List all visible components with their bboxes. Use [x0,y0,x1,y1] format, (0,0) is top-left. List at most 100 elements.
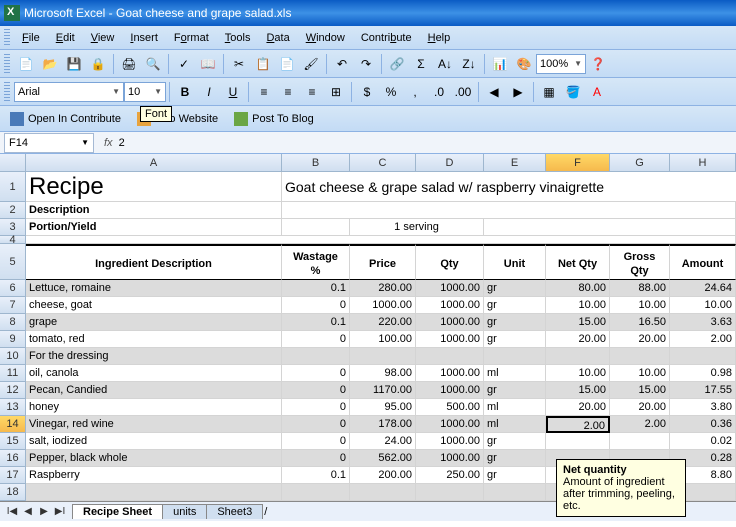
menu-format[interactable]: Format [166,30,217,46]
comma-button[interactable]: , [404,81,426,103]
col-header-b[interactable]: B [282,154,350,171]
cell-netqty[interactable]: 10.00 [546,297,610,314]
cell-ingredient[interactable]: salt, iodized [26,433,282,450]
cell-unit[interactable]: gr [484,467,546,484]
percent-button[interactable]: % [380,81,402,103]
menu-edit[interactable]: Edit [48,30,83,46]
cell-ingredient[interactable]: Pepper, black whole [26,450,282,467]
open-button[interactable]: 📂 [39,53,61,75]
cell-qty[interactable]: 1000.00 [416,433,484,450]
cell-grossqty[interactable]: 88.00 [610,280,670,297]
col-header-g[interactable]: G [610,154,670,171]
cell-amount[interactable]: 0.98 [670,365,736,382]
align-center-button[interactable]: ≡ [277,81,299,103]
cell-wastage[interactable]: 0 [282,416,350,433]
cell-qty[interactable]: 1000.00 [416,297,484,314]
permission-button[interactable]: 🔒 [87,53,109,75]
cell-ingredient[interactable]: Lettuce, romaine [26,280,282,297]
cell-unit[interactable]: gr [484,433,546,450]
cell-qty[interactable]: 1000.00 [416,382,484,399]
cell-unit[interactable]: gr [484,280,546,297]
portion-value[interactable]: 1 serving [350,219,484,236]
col-header-d[interactable]: D [416,154,484,171]
cell-grossqty[interactable] [610,433,670,450]
cell-price[interactable]: 95.00 [350,399,416,416]
header-wastage[interactable]: Wastage% [282,244,350,280]
cell-unit[interactable]: ml [484,399,546,416]
cell-wastage[interactable]: 0.1 [282,280,350,297]
cell-wastage[interactable]: 0 [282,297,350,314]
cell[interactable] [282,202,736,219]
menu-tools[interactable]: Tools [217,30,259,46]
spelling-button[interactable]: ✓ [173,53,195,75]
row-header[interactable]: 17 [0,467,26,484]
tab-first-icon[interactable]: I◀ [4,506,20,517]
autosum-button[interactable]: Σ [410,53,432,75]
menu-help[interactable]: Help [420,30,459,46]
row-header[interactable]: 7 [0,297,26,314]
row-header[interactable]: 9 [0,331,26,348]
italic-button[interactable]: I [198,81,220,103]
preview-button[interactable]: 🔍 [142,53,164,75]
recipe-name[interactable]: Goat cheese & grape salad w/ raspberry v… [282,172,736,202]
cell-qty[interactable] [416,484,484,501]
cell-wastage[interactable]: 0 [282,331,350,348]
menu-view[interactable]: View [83,30,123,46]
cell-ingredient[interactable]: grape [26,314,282,331]
cell-netqty[interactable]: 20.00 [546,331,610,348]
underline-button[interactable]: U [222,81,244,103]
row-header[interactable]: 2 [0,202,26,219]
cell-amount[interactable] [670,348,736,365]
cell-ingredient[interactable]: tomato, red [26,331,282,348]
row-header[interactable]: 1 [0,172,26,202]
font-combo[interactable]: Arial▼ [14,82,124,102]
increase-indent-button[interactable]: ▶ [507,81,529,103]
cell-wastage[interactable] [282,484,350,501]
increase-decimal-button[interactable]: .0 [428,81,450,103]
paste-button[interactable]: 📄 [276,53,298,75]
description-label[interactable]: Description [26,202,282,219]
row-header[interactable]: 6 [0,280,26,297]
cell-unit[interactable] [484,484,546,501]
cell-qty[interactable]: 1000.00 [416,280,484,297]
cell-ingredient[interactable] [26,484,282,501]
redo-button[interactable]: ↷ [355,53,377,75]
cell-qty[interactable]: 250.00 [416,467,484,484]
size-combo[interactable]: 10▼ [124,82,166,102]
cell-unit[interactable]: gr [484,382,546,399]
cell-wastage[interactable]: 0.1 [282,314,350,331]
cell-unit[interactable]: gr [484,314,546,331]
cell-netqty[interactable]: 20.00 [546,399,610,416]
cut-button[interactable]: ✂ [228,53,250,75]
cell-amount[interactable]: 17.55 [670,382,736,399]
cell-wastage[interactable]: 0 [282,433,350,450]
header-price[interactable]: Price [350,244,416,280]
cell-wastage[interactable]: 0.1 [282,467,350,484]
new-button[interactable]: 📄 [15,53,37,75]
row-header[interactable]: 4 [0,236,26,244]
borders-button[interactable]: ▦ [538,81,560,103]
row-header[interactable]: 11 [0,365,26,382]
undo-button[interactable]: ↶ [331,53,353,75]
row-header[interactable]: 5 [0,244,26,280]
cell-qty[interactable]: 1000.00 [416,314,484,331]
cell-wastage[interactable]: 0 [282,382,350,399]
row-header[interactable]: 8 [0,314,26,331]
sheet-tab-recipe[interactable]: Recipe Sheet [72,504,163,519]
cell-price[interactable]: 100.00 [350,331,416,348]
cell-netqty[interactable] [546,348,610,365]
cell-netqty[interactable]: 80.00 [546,280,610,297]
cell-qty[interactable]: 1000.00 [416,365,484,382]
cell-qty[interactable] [416,348,484,365]
cell-wastage[interactable]: 0 [282,450,350,467]
cell-netqty[interactable]: 15.00 [546,314,610,331]
cell-ingredient[interactable]: honey [26,399,282,416]
chart-button[interactable]: 📊 [489,53,511,75]
cell-unit[interactable]: gr [484,450,546,467]
cell-amount[interactable]: 3.63 [670,314,736,331]
header-ingredient[interactable]: Ingredient Description [26,244,282,280]
row-header[interactable]: 13 [0,399,26,416]
cell-amount[interactable]: 10.00 [670,297,736,314]
drawing-button[interactable]: 🎨 [513,53,535,75]
align-right-button[interactable]: ≡ [301,81,323,103]
